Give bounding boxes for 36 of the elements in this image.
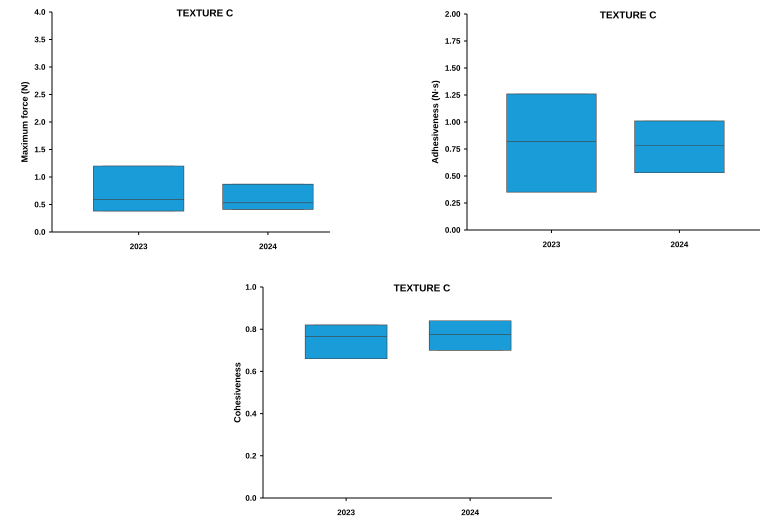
y-tick-label: 0.4 [246, 410, 256, 416]
y-tick-label: 2.5 [34, 92, 46, 98]
y-tick-label: 0.5 [34, 202, 46, 208]
y-tick-label: 0.2 [246, 452, 256, 459]
x-tick-label: 2023 [542, 242, 560, 248]
x-tick-label: 2023 [337, 510, 355, 516]
chart-title: TEXTURE C [394, 284, 450, 292]
y-tick-label: 0.00 [445, 227, 460, 233]
y-axis-title: Adhesiveness (N·s) [432, 80, 440, 164]
x-tick-label: 2024 [462, 510, 479, 516]
y-tick-label: 0.8 [246, 326, 256, 332]
y-tick-label: 1.5 [34, 146, 46, 152]
chart-title: TEXTURE C [600, 11, 656, 18]
x-tick-label: 2023 [130, 244, 148, 250]
y-tick-label: 4.0 [34, 9, 46, 15]
y-tick-label: 0.25 [445, 200, 460, 206]
y-axis-title: Maximum force (N) [21, 82, 30, 162]
chart-title: TEXTURE C [176, 9, 233, 16]
y-tick-label: 0.6 [246, 368, 256, 374]
y-tick-label: 0.0 [34, 229, 46, 235]
y-tick-label: 1.00 [445, 119, 460, 125]
y-tick-label: 1.0 [34, 174, 46, 180]
y-tick-label: 1.50 [445, 65, 460, 71]
y-tick-label: 2.00 [445, 11, 460, 17]
y-tick-label: 3.5 [34, 36, 46, 42]
y-tick-label: 0.0 [246, 495, 256, 501]
y-tick-label: 0.75 [445, 146, 460, 152]
y-tick-label: 1.75 [445, 38, 460, 44]
x-tick-label: 2024 [670, 242, 688, 248]
y-tick-label: 1.0 [246, 284, 256, 290]
y-tick-label: 3.0 [34, 64, 46, 70]
y-tick-label: 2.0 [34, 119, 46, 125]
y-tick-label: 0.50 [445, 173, 460, 179]
y-axis-title: Cohesiveness [234, 362, 240, 422]
y-tick-label: 1.25 [445, 92, 460, 98]
x-tick-label: 2024 [259, 244, 277, 250]
